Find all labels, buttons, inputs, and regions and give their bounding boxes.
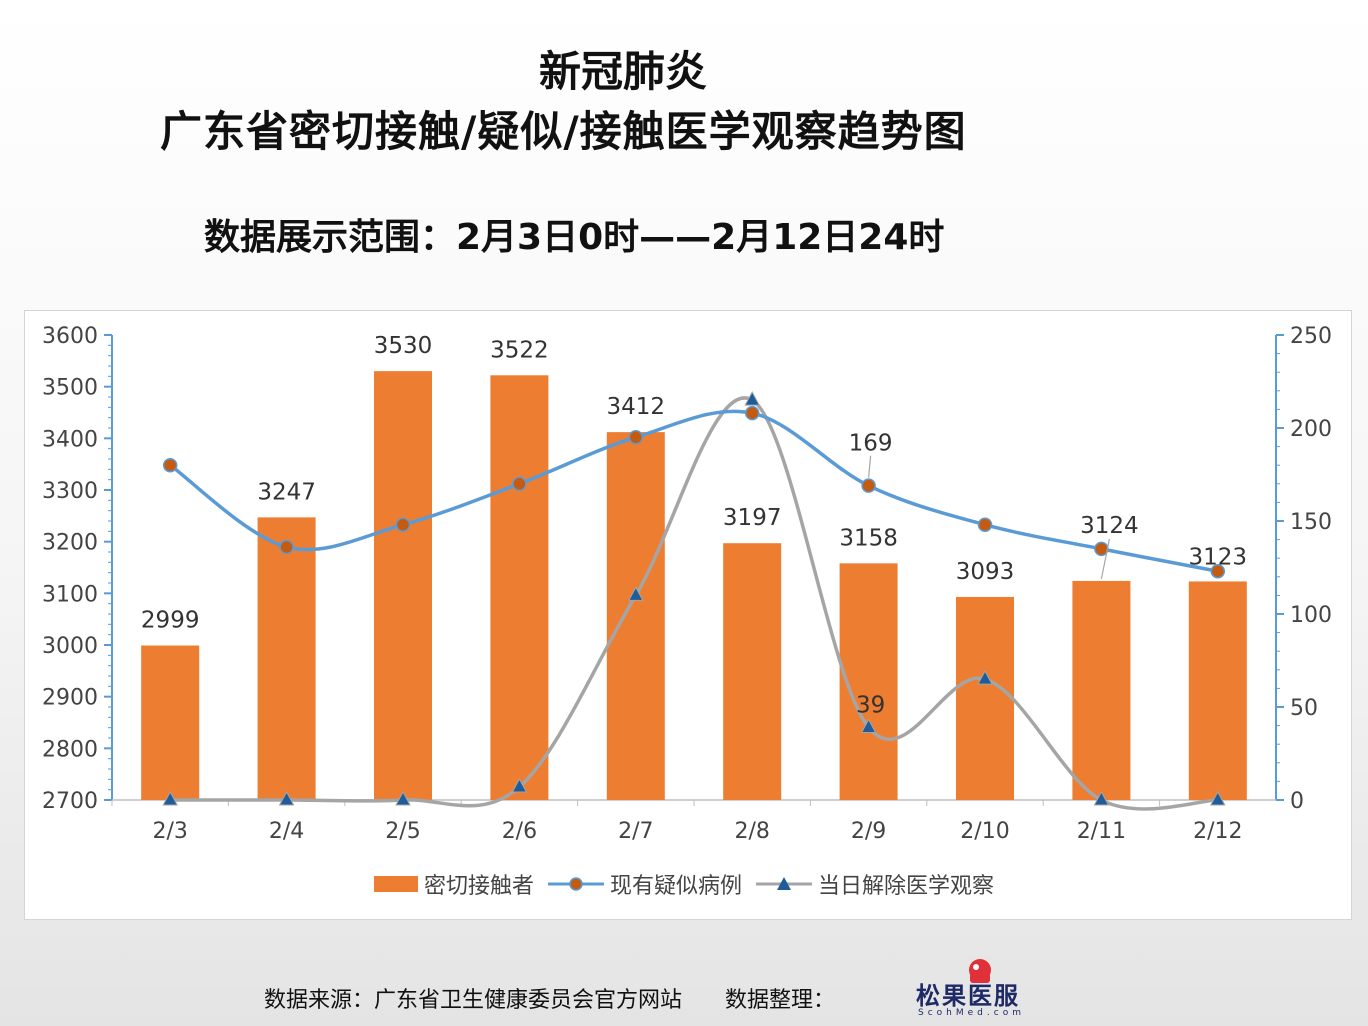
point-released [1093, 790, 1110, 806]
point-suspected [744, 405, 760, 421]
right-axis-tick-label: 200 [1290, 417, 1332, 442]
legend-line-swatch-gray [756, 877, 812, 890]
bar [956, 596, 1014, 800]
label-leader-line [1100, 538, 1110, 580]
bar-series [141, 371, 1247, 800]
chart-axes: 2700 2800 2900 3000 3100 3200 3300 3400 3500 3600… [42, 324, 1332, 844]
left-axis-tick-label: 2700 [42, 789, 98, 814]
legend-item-suspected: 现有疑似病例 [547, 868, 742, 900]
data-labels: 2999 3247 3530 3522 3412 3197 3158 3093 3124 3123… [141, 333, 1247, 718]
x-axis-tick-label: 2/3 [152, 819, 187, 844]
left-axis-tick-label: 3600 [42, 324, 98, 349]
point-suspected [279, 539, 294, 555]
footer: 数据来源：广东省卫生健康委员会官方网站 数据整理： [264, 982, 871, 1014]
point-released [627, 586, 644, 601]
chart-subtitle: 数据展示范围：2月3日0时——2月12日24时 [204, 217, 945, 258]
legend-item-released: 当日解除医学观察 [756, 868, 994, 900]
footer-organizer: 数据整理： [725, 988, 836, 1013]
legend-item-contacts: 密切接触者 [373, 868, 534, 900]
legend-label-suspected: 现有疑似病例 [609, 874, 742, 899]
bar [490, 375, 549, 800]
chart-title-line2: 广东省密切接触/疑似/接触医学观察趋势图 [160, 107, 967, 156]
released-data-label: 39 [856, 692, 885, 718]
point-suspected [977, 517, 993, 532]
x-axis-tick-label: 2/7 [618, 819, 653, 844]
x-axis-tick-label: 2/6 [502, 819, 537, 844]
bar [723, 543, 782, 800]
logo-text: 松果医服 [916, 982, 1020, 1010]
point-released [278, 790, 295, 806]
left-axis-tick-label: 3500 [42, 376, 98, 401]
chart-panel [24, 310, 1352, 920]
chart-legend: 密切接触者 现有疑似病例 当日解除医学观察 [0, 868, 1368, 900]
legend-line-swatch-blue [547, 877, 604, 891]
x-axis-tick-label: 2/10 [960, 819, 1009, 844]
x-axis-tick-label: 2/8 [734, 819, 769, 844]
right-axis-tick-label: 150 [1290, 510, 1332, 535]
line-released [170, 396, 1218, 811]
bar-data-label: 3123 [1189, 544, 1248, 570]
right-axis-tick-label: 0 [1290, 789, 1304, 814]
bar [606, 432, 665, 800]
point-released [860, 718, 877, 733]
bar-data-label: 3093 [956, 559, 1015, 585]
left-axis-tick-label: 3300 [42, 479, 98, 504]
right-axis-tick-label: 50 [1290, 696, 1318, 721]
left-axis-tick-label: 2900 [42, 686, 98, 711]
point-suspected [628, 430, 644, 445]
legend-label-released: 当日解除医学观察 [818, 874, 995, 899]
point-released [511, 777, 528, 793]
point-suspected [395, 517, 411, 532]
right-axis-tick-label: 100 [1290, 603, 1332, 628]
x-axis-tick-label: 2/12 [1193, 819, 1242, 844]
brand-logo: 松果医服 ScohMed.com [916, 956, 1046, 1020]
point-released [162, 790, 179, 806]
footer-source: 数据来源：广东省卫生健康委员会官方网站 [264, 988, 683, 1013]
line-series [162, 391, 1226, 811]
logo-subtext: ScohMed.com [918, 1008, 1025, 1018]
bar [1188, 581, 1247, 800]
bar-data-label: 3158 [839, 525, 898, 551]
point-suspected [861, 478, 876, 493]
bar [257, 517, 316, 800]
bar-data-label: 3530 [374, 333, 433, 359]
left-axis-tick-label: 3400 [42, 427, 98, 452]
point-released [977, 670, 993, 685]
bar [141, 645, 200, 800]
point-released [744, 391, 761, 406]
left-axis-tick-label: 3200 [42, 531, 98, 556]
bar-data-label: 3197 [723, 505, 782, 531]
chart-title-line1: 新冠肺炎 [538, 47, 707, 96]
bar [374, 371, 432, 800]
point-suspected [512, 476, 527, 492]
point-suspected [162, 457, 178, 473]
right-axis-tick-label: 250 [1290, 324, 1332, 349]
left-axis-tick-label: 3100 [42, 582, 98, 607]
left-axis-tick-label: 3000 [42, 634, 98, 659]
left-axis-tick-label: 2800 [42, 737, 98, 762]
x-axis-tick-label: 2/11 [1077, 819, 1126, 844]
bar-data-label: 3412 [607, 394, 666, 420]
legend-label-contacts: 密切接触者 [423, 874, 534, 899]
suspected-data-label: 169 [849, 431, 893, 457]
legend-bar-swatch [373, 876, 418, 892]
point-suspected [1210, 563, 1226, 579]
bar-data-label: 3124 [1080, 513, 1139, 539]
logo-mark-icon [969, 959, 991, 983]
bar-data-label: 2999 [141, 608, 200, 634]
line-suspected [169, 409, 1219, 573]
bar [839, 563, 898, 800]
point-released [1209, 790, 1226, 806]
bar-data-label: 3522 [490, 337, 549, 363]
point-released [395, 790, 411, 806]
x-axis-tick-label: 2/4 [269, 819, 304, 844]
label-leader-line [868, 455, 872, 478]
x-axis-tick-label: 2/5 [385, 819, 420, 844]
bar [1072, 580, 1131, 800]
bar-data-label: 3247 [257, 479, 316, 505]
x-axis-tick-label: 2/9 [851, 819, 886, 844]
